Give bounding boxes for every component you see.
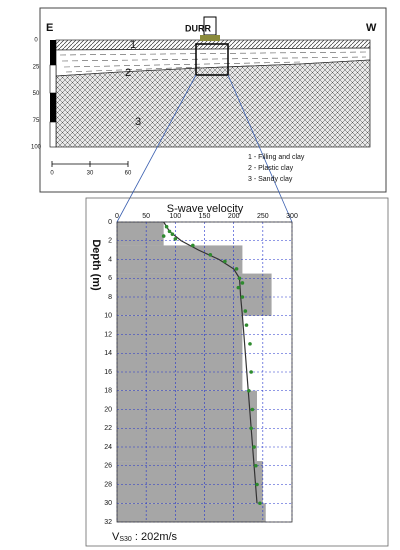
chart-title: S-wave velocity [167,203,244,215]
y-tick-label: 24 [104,444,112,451]
y-tick-label: 32 [104,519,112,526]
x-tick-label: 150 [199,213,211,220]
x-tick-label: 200 [228,213,240,220]
y-tick-label: 4 [108,256,112,263]
data-point [249,370,253,374]
layer-number: 1 [130,39,136,51]
data-point [254,463,258,468]
section-frame [39,7,387,193]
x-tick-label: 100 [169,213,181,220]
data-point [167,229,172,234]
data-point [248,342,252,346]
data-point [240,281,245,285]
velocity-layer [117,315,243,391]
velocity-layer [117,245,243,274]
data-point [258,501,262,506]
data-point [223,259,227,264]
data-point [164,224,169,229]
data-point [240,295,245,299]
data-point [247,388,251,393]
y-tick-label: 16 [104,369,112,376]
x-tick-label: 0 [115,213,119,220]
vs30-symbol: V [112,531,120,543]
legend-entry: 2 - Plastic clay [248,165,294,172]
vs30: VS30 : 202m/s [112,531,178,543]
velocity-layer [117,222,164,246]
y-tick-label: 28 [104,481,112,488]
data-point [243,309,248,313]
layer-number: 2 [125,67,131,79]
data-point [250,407,255,412]
depth-tick-label: 25 [33,64,40,70]
scale-tick-label: 60 [125,171,132,177]
legend-entry: 1 - Filling and clay [248,154,305,161]
site-box [195,43,229,76]
data-point [234,267,239,271]
layer-number: 3 [135,116,141,128]
data-point [161,234,166,238]
zoom-line [227,74,293,223]
left-label: E [46,22,53,34]
y-tick-label: 8 [108,294,112,301]
depth-tick-label: 75 [33,118,40,124]
y-tick-label: 2 [108,238,112,245]
layer-3 [55,59,371,148]
y-tick-label: 26 [104,463,112,470]
x-tick-label: 50 [142,213,150,220]
y-tick-label: 22 [104,425,112,432]
data-point [191,243,195,248]
y-tick-label: 18 [104,388,112,395]
data-point [173,237,178,241]
depth-tick-label: 50 [33,91,40,97]
site-label: DURR [185,23,211,33]
layer-2-dashes [59,51,367,73]
right-label: W [366,22,377,34]
x-tick-label: 250 [257,213,269,220]
x-tick-label: 300 [286,213,298,220]
legend-entry: 3 - Sandy clay [248,176,293,183]
velocity-layer [117,503,266,522]
data-point [244,323,249,327]
velocity-layer [117,390,257,462]
data-point [255,482,259,487]
data-point [249,426,253,431]
vs30-text: : 202m/s [132,531,178,543]
depth-bar [49,40,57,148]
y-tick-label: 6 [108,275,112,282]
depth-tick-label: 100 [31,145,42,151]
y-tick-label: 12 [104,331,112,338]
y-tick-label: 30 [104,500,112,507]
plot-frame [116,221,293,523]
data-point [236,285,241,290]
velocity-layer [117,461,263,504]
y-tick-label: 0 [108,219,112,226]
scale-tick-label: 0 [50,171,54,177]
y-tick-label: 10 [104,313,112,320]
y-tick-label: 20 [104,406,112,413]
data-point [170,232,175,236]
scale-tick-label: 30 [87,171,94,177]
data-point [252,445,256,449]
velocity-layer [117,273,272,316]
data-point [208,253,213,257]
y-axis-label: Depth (m) [90,239,102,291]
vs30-subscript: S30 [119,536,132,543]
data-point [237,276,242,281]
zoom-line [116,74,197,223]
foundation [200,35,220,41]
depth-tick-label: 0 [34,38,38,44]
y-tick-label: 14 [104,350,112,357]
chart-frame [85,197,389,547]
